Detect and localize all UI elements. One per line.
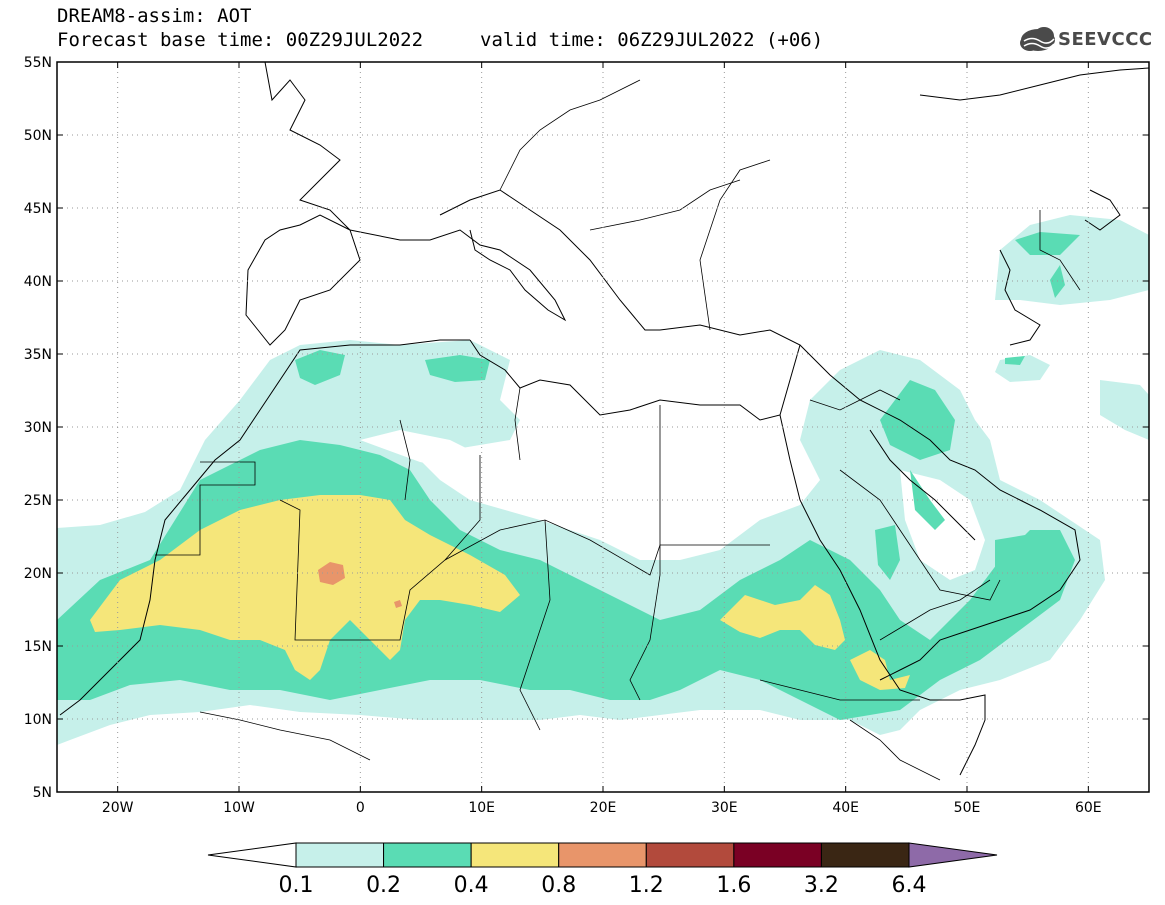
forecast-base-time: Forecast base time: 00Z29JUL2022 <box>57 29 424 51</box>
legend-underflow-arrow <box>207 842 297 868</box>
coastlines <box>59 62 1149 776</box>
longitude-label: 50E <box>954 800 981 816</box>
lat-lon-grid <box>57 62 1149 792</box>
legend-level-label: 0.8 <box>541 873 576 898</box>
logo-text: SEEVCCC <box>1058 29 1153 50</box>
latitude-label: 5N <box>33 785 52 801</box>
latitude-label: 40N <box>24 274 52 290</box>
longitude-labels: 20W 10W 0 10E 20E 30E 40E 50E 60E <box>102 800 1102 816</box>
legend-overflow-arrow <box>908 842 998 868</box>
latitude-label: 35N <box>24 347 52 363</box>
longitude-label: 20E <box>590 800 617 816</box>
latitude-label: 25N <box>24 493 52 509</box>
latitude-labels: 55N 50N 45N 40N 35N 30N 25N 20N 15N 10N 5N <box>24 55 52 801</box>
valid-time: valid time: 06Z29JUL2022 (+06) <box>480 29 824 51</box>
clear-air-region <box>360 430 620 530</box>
legend-color-box <box>470 842 560 868</box>
legend-color-box <box>820 842 910 868</box>
country-borders <box>155 79 1081 781</box>
aot-level-0-8 <box>318 562 402 608</box>
longitude-label: 10W <box>223 800 255 816</box>
legend-level-label: 0.4 <box>454 873 489 898</box>
legend-color-box <box>383 842 472 868</box>
latitude-label: 10N <box>24 712 52 728</box>
legend-level-label: 3.2 <box>804 873 839 898</box>
legend-color-box <box>733 842 822 868</box>
longitude-label: 10E <box>468 800 495 816</box>
longitude-label: 0 <box>356 800 365 816</box>
longitude-label: 40E <box>832 800 859 816</box>
legend-color-box <box>295 842 385 868</box>
latitude-label: 20N <box>24 566 52 582</box>
axis-ticks <box>57 61 1149 793</box>
latitude-label: 30N <box>24 420 52 436</box>
longitude-label: 30E <box>711 800 738 816</box>
latitude-label: 55N <box>24 55 52 71</box>
legend-level-label: 0.1 <box>279 873 314 898</box>
legend-color-box <box>645 842 735 868</box>
legend-color-box <box>558 842 647 868</box>
map-title: DREAM8-assim: AOT <box>57 5 252 27</box>
latitude-label: 15N <box>24 639 52 655</box>
legend-level-label: 1.6 <box>716 873 751 898</box>
legend-level-label: 1.2 <box>629 873 664 898</box>
latitude-label: 45N <box>24 201 52 217</box>
legend-level-label: 6.4 <box>892 873 927 898</box>
aot-level-0-4 <box>90 495 910 690</box>
latitude-label: 50N <box>24 128 52 144</box>
legend-level-label: 0.2 <box>366 873 401 898</box>
longitude-label: 20W <box>102 800 134 816</box>
longitude-label: 60E <box>1075 800 1102 816</box>
cloud-icon <box>1020 27 1055 51</box>
